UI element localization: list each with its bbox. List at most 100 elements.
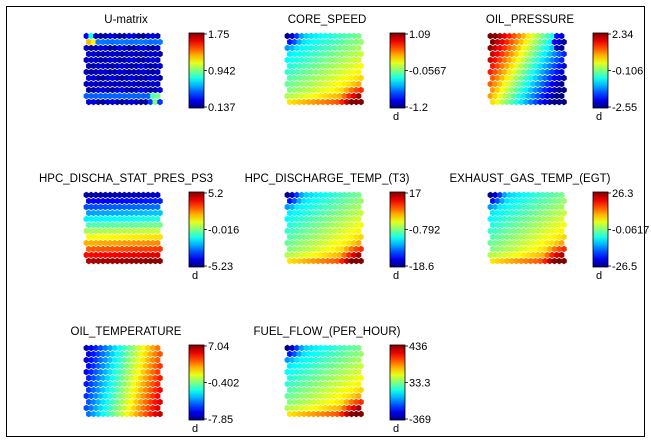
- map-hex-cell: [85, 197, 92, 205]
- map-hex-cell: [332, 356, 338, 364]
- map-hex-cell: [147, 38, 154, 46]
- map-hex-cell: [518, 245, 524, 253]
- map-hex-cell: [551, 209, 558, 217]
- map-hex-cell: [88, 191, 94, 199]
- map-hex-cell: [147, 350, 154, 358]
- map-hex-cell: [487, 44, 494, 52]
- map-hex-cell: [97, 191, 104, 199]
- map-hex-cell: [544, 56, 551, 64]
- map-hex-cell: [287, 50, 293, 58]
- map-hex-cell: [346, 380, 352, 388]
- map-hex-cell: [90, 221, 97, 229]
- map-hex-cell: [310, 410, 317, 418]
- map-hex-cell: [542, 257, 548, 265]
- map-hex-cell: [97, 380, 104, 388]
- plane-title: U-matrix: [104, 14, 148, 26]
- map-hex-cell: [358, 374, 364, 382]
- map-hex-cell: [313, 203, 319, 211]
- map-hex-cell: [114, 74, 121, 82]
- map-hex-cell: [310, 245, 317, 253]
- map-hex-cell: [487, 32, 494, 40]
- map-hex-cell: [334, 38, 340, 46]
- map-hex-cell: [303, 344, 310, 352]
- map-hex-cell: [551, 257, 558, 265]
- map-hex-cell: [346, 368, 352, 376]
- map-hex-cell: [535, 80, 541, 88]
- map-hex-cell: [154, 191, 161, 199]
- map-hex-cell: [332, 227, 338, 235]
- map-hex-cell: [138, 233, 144, 241]
- map-hex-cell: [97, 239, 104, 247]
- map-hex-cell: [530, 227, 536, 235]
- map-hex-cell: [306, 221, 312, 229]
- map-hex-cell: [93, 191, 99, 199]
- map-hex-cell: [114, 50, 121, 58]
- map-hex-cell: [494, 86, 501, 94]
- map-hex-cell: [296, 197, 302, 205]
- map-hex-cell: [112, 368, 118, 376]
- map-hex-cell: [116, 203, 123, 211]
- map-hex-cell: [325, 398, 331, 406]
- map-hex-cell: [334, 74, 340, 82]
- map-hex-cell: [358, 233, 364, 241]
- map-hex-cell: [511, 92, 517, 100]
- map-hex-cell: [133, 374, 140, 382]
- map-hex-cell: [291, 398, 298, 406]
- map-hex-cell: [332, 191, 338, 199]
- map-hex-cell: [551, 245, 558, 253]
- map-hex-cell: [296, 233, 302, 241]
- map-hex-cell: [556, 86, 562, 94]
- map-hex-cell: [107, 92, 113, 100]
- map-hex-cell: [556, 245, 562, 253]
- plane-title: HPC_DISCHA_STAT_PRES_PS3: [39, 173, 213, 185]
- map-hex-cell: [549, 80, 555, 88]
- map-hex-cell: [104, 221, 111, 229]
- map-hex-cell: [152, 50, 159, 58]
- map-hex-cell: [107, 251, 113, 259]
- map-hex-cell: [341, 215, 348, 223]
- map-hex-cell: [556, 221, 562, 229]
- map-hex-cell: [313, 392, 319, 400]
- map-hex-cell: [315, 38, 321, 46]
- map-hex-cell: [157, 98, 163, 106]
- map-hex-cell: [348, 74, 355, 82]
- map-hex-cell: [157, 362, 163, 370]
- map-hex-cell: [112, 239, 118, 247]
- map-hex-cell: [497, 80, 503, 88]
- map-hex-cell: [133, 398, 140, 406]
- map-hex-cell: [487, 68, 494, 76]
- map-hex-cell: [145, 227, 151, 235]
- map-hex-cell: [501, 44, 508, 52]
- map-hex-cell: [104, 86, 111, 94]
- map-hex-cell: [102, 344, 109, 352]
- map-hex-cell: [506, 68, 513, 76]
- map-hex-cell: [116, 80, 123, 88]
- map-hex-cell: [542, 209, 548, 217]
- map-hex-cell: [530, 215, 536, 223]
- map-hex-cell: [329, 86, 336, 94]
- map-hex-cell: [530, 32, 536, 40]
- map-hex-cell: [157, 257, 163, 265]
- map-hex-cell: [554, 191, 560, 199]
- map-hex-cell: [313, 368, 319, 376]
- map-hex-cell: [119, 386, 125, 394]
- map-hex-cell: [344, 245, 350, 253]
- map-hex-cell: [93, 44, 99, 52]
- map-hex-cell: [123, 50, 130, 58]
- map-hex-cell: [140, 44, 147, 52]
- map-hex-cell: [325, 221, 331, 229]
- map-hex-cell: [315, 209, 321, 217]
- map-hex-cell: [123, 233, 130, 241]
- map-hex-cell: [528, 50, 534, 58]
- map-hex-cell: [336, 92, 343, 100]
- map-hex-cell: [133, 38, 140, 46]
- plane-title: EXHAUST_GAS_TEMP_(EGT): [449, 173, 610, 185]
- map-hex-cell: [520, 203, 527, 211]
- map-hex-cell: [88, 215, 94, 223]
- map-hex-cell: [554, 251, 560, 259]
- colorbar-tick-label: -0.0617: [612, 225, 649, 237]
- map-hex-cell: [497, 68, 503, 76]
- map-hex-cell: [123, 86, 130, 94]
- map-hex-cell: [355, 203, 362, 211]
- map-hex-cell: [530, 92, 536, 100]
